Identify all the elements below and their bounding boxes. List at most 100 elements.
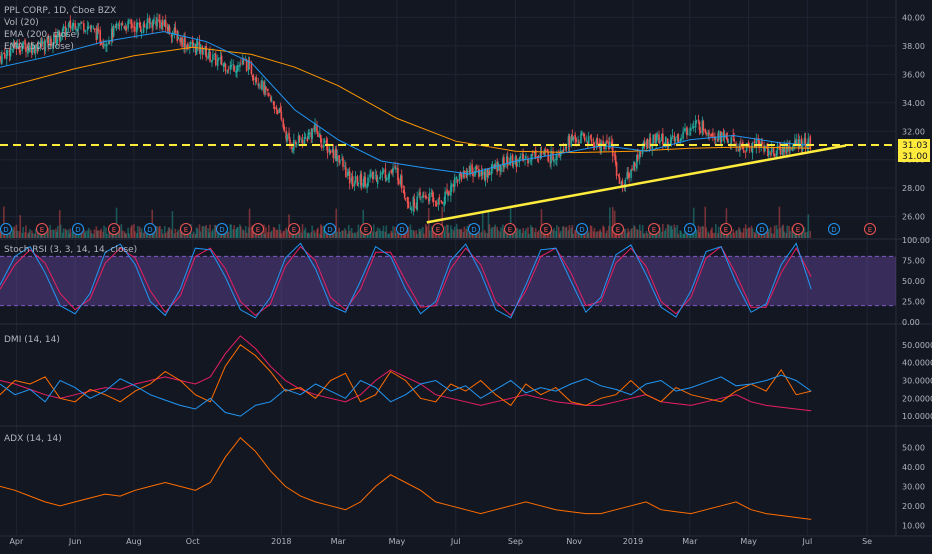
candle-body [6,50,9,52]
candle-body [25,46,27,53]
stoch-rsi-pane[interactable] [0,242,896,319]
study-volume-label[interactable]: Vol (20) [4,18,39,28]
volume-bar [540,209,543,238]
candle-body [446,189,448,195]
earnings-marker[interactable] [252,223,264,235]
dividend-marker[interactable] [756,223,768,235]
dmi-title[interactable]: DMI (14, 14) [4,335,60,345]
candle-body [578,142,580,144]
dividend-marker[interactable] [684,223,696,235]
earnings-marker[interactable] [108,223,120,235]
stoch-rsi-title[interactable]: Stoch RSI (3, 3, 14, 14, close) [4,245,137,255]
study-ema200-label[interactable]: EMA (200, close) [4,30,80,40]
volume-bar [745,228,748,238]
volume-bar [585,233,588,238]
event-marker-letter: D [831,226,836,234]
candle-body [753,141,756,143]
price-tick-label: 0.00 [902,318,920,327]
candle-body [326,143,329,154]
candle-body [317,132,319,137]
candle-body [350,177,353,182]
volume-bar [801,230,804,238]
volume-bar [524,230,526,238]
volume-bar [313,230,315,238]
earnings-marker[interactable] [648,223,660,235]
volume-bar [791,227,793,238]
volume-bar [747,227,750,238]
dividend-marker[interactable] [216,223,228,235]
volume-bar [534,228,537,238]
candle-body [596,138,599,145]
volume-bar [244,226,247,238]
earnings-marker[interactable] [360,223,372,235]
volume-bar [344,228,346,238]
candle-body [21,46,23,51]
candle-body [547,152,549,162]
candle-body [155,21,157,26]
earnings-marker[interactable] [504,223,516,235]
earnings-marker[interactable] [180,223,192,235]
adx-line [0,436,812,520]
earnings-marker[interactable] [432,223,444,235]
candle-body [525,156,527,158]
volume-bar [782,224,785,238]
trendline[interactable] [426,144,847,224]
candle-body [264,85,266,93]
volume-bar [772,233,775,238]
volume-bar [531,227,533,238]
candle-body [80,22,82,24]
earnings-marker[interactable] [612,223,624,235]
dividend-marker[interactable] [576,223,588,235]
candle-body [291,144,293,150]
earnings-marker[interactable] [540,223,552,235]
dividend-marker[interactable] [72,223,84,235]
earnings-marker[interactable] [792,223,804,235]
volume-bar [133,224,135,238]
candle-body [11,49,14,50]
candle-body [288,132,290,139]
event-marker-letter: D [327,226,332,234]
earnings-marker[interactable] [36,223,48,235]
candle-body [556,154,558,161]
price-tick-label: 26.00 [902,213,925,222]
volume-bar [698,232,701,238]
stoch-k-line [0,242,812,319]
candle-body [400,175,403,189]
volume-bar [86,230,89,238]
candle-body [683,129,685,131]
candle-body [5,50,8,60]
volume-bar [634,226,636,238]
volume-bar [378,228,381,238]
candle-body [394,166,396,168]
adx-pane[interactable] [0,436,812,520]
earnings-marker[interactable] [288,223,300,235]
volume-bar [448,232,450,238]
dividend-marker[interactable] [0,223,12,235]
study-ema50-label[interactable]: EMA (50, close) [4,42,74,52]
volume-bar [420,228,422,238]
candle-body [490,169,493,175]
dividend-marker[interactable] [396,223,408,235]
dividend-marker[interactable] [324,223,336,235]
candle-body [669,139,672,145]
volume-bar [303,230,306,238]
earnings-marker[interactable] [864,223,876,235]
candle-body [504,163,506,167]
dividend-marker[interactable] [144,223,156,235]
dividend-marker[interactable] [828,223,840,235]
candle-body [16,42,19,49]
dmi-pane[interactable] [0,335,812,417]
earnings-marker[interactable] [720,223,732,235]
dividend-marker[interactable] [468,223,480,235]
volume-bar [562,226,565,238]
candle-body [217,58,220,60]
candle-body [636,154,638,169]
candle-body [168,26,171,34]
adx-title[interactable]: ADX (14, 14) [4,434,62,444]
volume-bar [152,233,154,238]
volume-bar [87,227,90,238]
candle-body [544,149,547,151]
volume-bar [125,233,128,238]
